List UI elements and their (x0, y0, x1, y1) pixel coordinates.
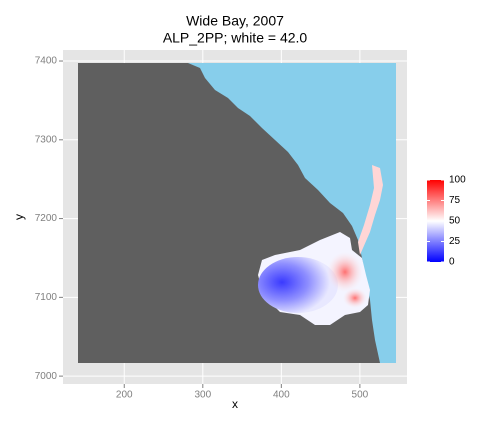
map (78, 63, 396, 363)
chart-subtitle: ALP_2PP; white = 42.0 (163, 30, 308, 46)
island (358, 165, 383, 255)
x-axis-title: x (232, 397, 238, 411)
low-area (258, 257, 338, 313)
chart-title: Wide Bay, 2007 (186, 13, 284, 29)
legend-tick-label: 25 (449, 236, 461, 247)
high-area (327, 252, 363, 292)
legend-tick-label: 0 (449, 257, 455, 268)
legend-tick-label: 75 (449, 195, 461, 206)
y-tick-label: 7100 (35, 292, 58, 303)
legend-tick-label: 100 (449, 175, 466, 186)
x-tick-label: 400 (273, 390, 290, 401)
x-tick-label: 200 (116, 390, 133, 401)
sea (188, 63, 396, 363)
high-area (343, 288, 367, 308)
colorbar (427, 180, 444, 262)
y-tick-label: 7400 (35, 56, 58, 67)
legend-tick-label: 50 (449, 216, 461, 227)
y-tick-label: 7200 (35, 213, 58, 224)
x-tick-label: 300 (194, 390, 211, 401)
y-axis-title: y (12, 214, 26, 220)
y-tick-label: 7000 (35, 371, 58, 382)
x-tick-label: 500 (352, 390, 369, 401)
y-tick-label: 7300 (35, 134, 58, 145)
